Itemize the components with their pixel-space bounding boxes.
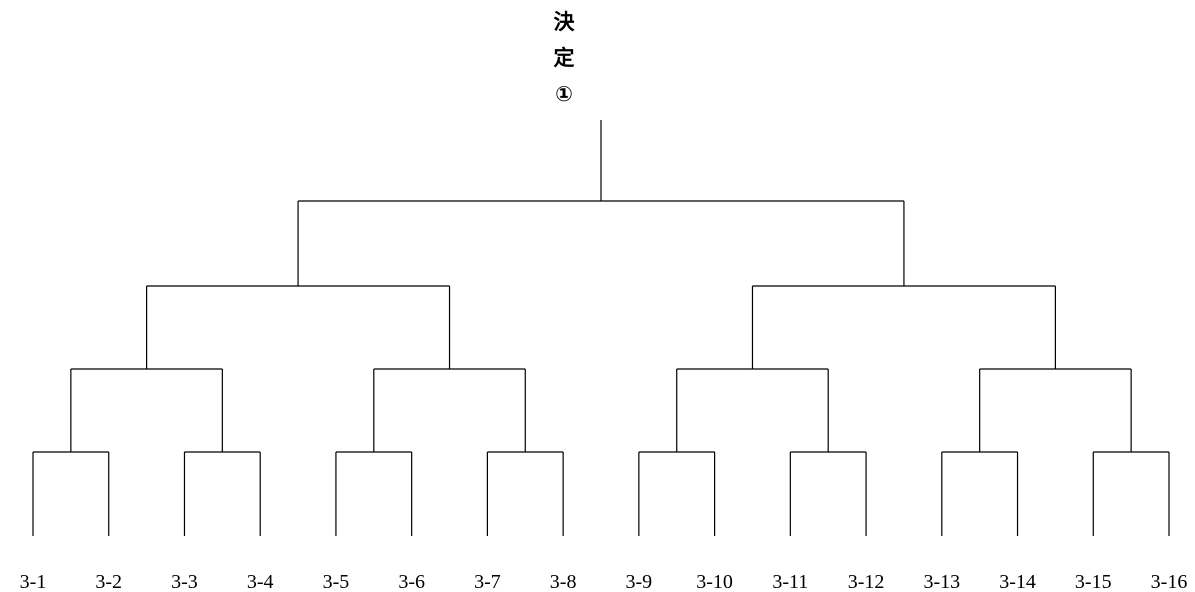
entry-label: 3-2 [95,571,122,592]
final-label: 決 定 ① [554,10,576,106]
entry-label: 3-12 [848,571,885,592]
entry-label: 3-13 [923,571,960,592]
entry-label: 3-14 [999,571,1036,592]
entry-label: 3-3 [171,571,198,592]
entry-label: 3-11 [772,571,808,592]
entry-label: 3-6 [398,571,425,592]
final-label-line3: ① [555,82,573,106]
entry-labels: 3-1 3-2 3-3 3-4 3-5 3-6 3-7 3-8 3-9 3-10 3-11 3-12 3… [20,571,1188,592]
final-label-line2: 定 [554,46,575,70]
bracket-lines [32,120,1170,536]
entry-label: 3-16 [1151,571,1188,592]
entry-label: 3-1 [20,571,47,592]
entry-label: 3-15 [1075,571,1112,592]
final-label-line1: 決 [554,10,576,34]
entry-label: 3-8 [550,571,577,592]
entry-label: 3-9 [626,571,653,592]
entry-label: 3-7 [474,571,501,592]
entry-label: 3-4 [247,571,274,592]
entry-label: 3-5 [323,571,350,592]
entry-label: 3-10 [696,571,733,592]
